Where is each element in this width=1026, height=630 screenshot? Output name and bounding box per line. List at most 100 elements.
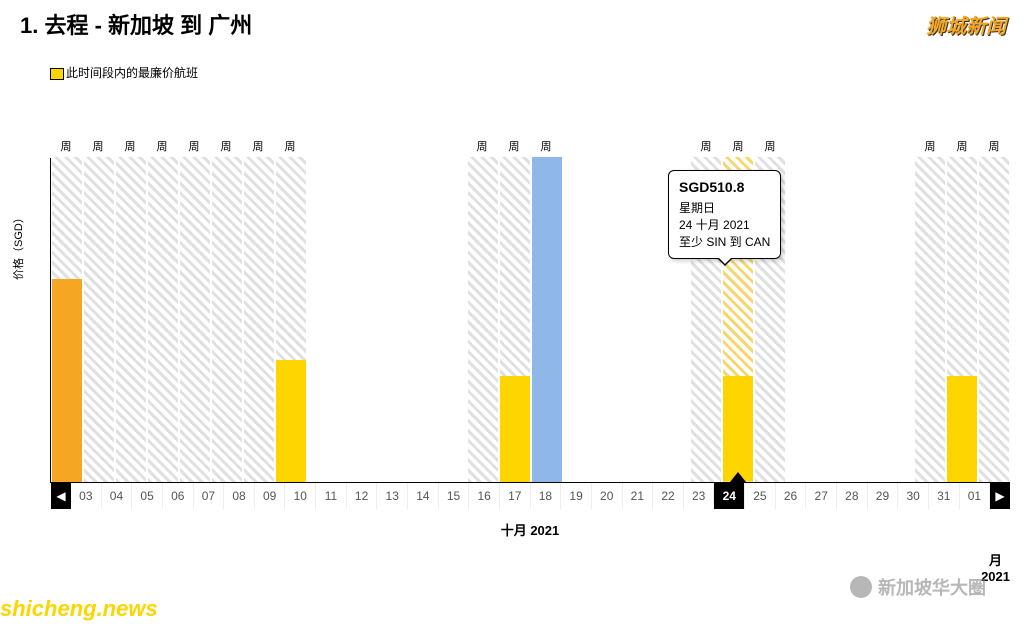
watermark-bottom-left: shicheng.news [0,596,158,622]
weekday-label: 周 [722,138,754,154]
bar-slot[interactable] [818,158,850,482]
date-cell[interactable]: 11 [316,483,347,509]
date-cell[interactable]: 08 [224,483,255,509]
bar-slot[interactable] [179,158,211,482]
date-cell[interactable]: 03 [71,483,102,509]
tooltip-route: 至少 SIN 到 CAN [679,233,770,250]
bar-slot[interactable] [467,158,499,482]
date-cell[interactable]: 01 [960,483,991,509]
bar-slot[interactable] [307,158,339,482]
plot-area: ◀ 03040506070809101112131415161718192021… [50,158,1010,483]
bar-slot[interactable] [371,158,403,482]
weekday-label [882,138,914,154]
bar-slot[interactable] [946,158,978,482]
x-axis-month-label: 十月 2021 [50,520,1010,539]
bar-slot[interactable] [499,158,531,482]
page-title: 1. 去程 - 新加坡 到 广州 [20,8,252,40]
price-chart: 周周周周周周周周周周周周周周周周周 ◀ 03040506070809101112… [50,130,1010,510]
date-cell[interactable]: 27 [806,483,837,509]
weekday-label [786,138,818,154]
bar-slot[interactable] [850,158,882,482]
weekday-label [626,138,658,154]
bar-slot[interactable] [435,158,467,482]
date-cell[interactable]: 25 [745,483,776,509]
weekday-label: 周 [530,138,562,154]
date-cell[interactable]: 14 [408,483,439,509]
bar-slot[interactable] [243,158,275,482]
date-cell[interactable]: 17 [500,483,531,509]
date-strip: ◀ 03040506070809101112131415161718192021… [51,483,1010,509]
date-cell[interactable]: 10 [285,483,316,509]
date-cell[interactable]: 20 [592,483,623,509]
bar-slot[interactable] [531,158,563,482]
date-cell[interactable]: 30 [898,483,929,509]
weekday-label: 周 [114,138,146,154]
bar-slot[interactable] [978,158,1010,482]
bar-slot[interactable] [594,158,626,482]
bar-slot[interactable] [339,158,371,482]
tooltip-price: SGD510.8 [679,179,770,195]
bar-slot[interactable] [403,158,435,482]
date-cell[interactable]: 22 [653,483,684,509]
weekday-label: 周 [50,138,82,154]
price-bar[interactable] [180,157,210,482]
date-cell[interactable]: 16 [469,483,500,509]
weekday-label: 周 [690,138,722,154]
bar-slot[interactable] [115,158,147,482]
date-cell[interactable]: 29 [868,483,899,509]
date-cell[interactable]: 31 [929,483,960,509]
bar-slot[interactable] [51,158,83,482]
price-bar[interactable] [244,157,274,482]
bar-slot[interactable] [786,158,818,482]
bar-slot[interactable] [211,158,243,482]
price-bar[interactable] [212,157,242,482]
date-cell[interactable]: 15 [439,483,470,509]
date-cell[interactable]: 18 [531,483,562,509]
date-cell[interactable]: 06 [163,483,194,509]
next-arrow[interactable]: ▶ [990,483,1010,509]
bars-container [51,158,1010,482]
weekday-label: 周 [914,138,946,154]
price-bar[interactable] [148,157,178,482]
weekday-label [338,138,370,154]
weekday-label: 周 [946,138,978,154]
date-cell[interactable]: 09 [255,483,286,509]
prev-arrow[interactable]: ◀ [51,483,71,509]
date-cell[interactable]: 19 [561,483,592,509]
weekday-label [306,138,338,154]
date-cell[interactable]: 21 [623,483,654,509]
date-cell[interactable]: 13 [377,483,408,509]
date-cell[interactable]: 24 [714,483,745,509]
date-cell[interactable]: 05 [132,483,163,509]
bar-slot[interactable] [563,158,595,482]
bar-slot[interactable] [83,158,115,482]
bar-slot[interactable] [147,158,179,482]
weekday-label: 周 [242,138,274,154]
date-cell[interactable]: 12 [347,483,378,509]
weekday-label: 周 [82,138,114,154]
price-bar[interactable] [915,157,945,482]
price-bar[interactable] [116,157,146,482]
date-cell[interactable]: 07 [194,483,225,509]
bar-slot[interactable] [275,158,307,482]
watermark-bottom-right: 新加坡华大圈 [850,574,986,600]
wechat-icon [850,576,872,598]
weekday-label [434,138,466,154]
weekday-label [594,138,626,154]
date-cell[interactable]: 26 [776,483,807,509]
bar-slot[interactable] [914,158,946,482]
date-cell[interactable]: 23 [684,483,715,509]
dates-container: 0304050607080910111213141516171819202122… [71,483,990,509]
header: 1. 去程 - 新加坡 到 广州 狮城新闻 [0,0,1026,44]
weekday-label [370,138,402,154]
date-cell[interactable]: 04 [102,483,133,509]
bar-slot[interactable] [626,158,658,482]
weekday-label [402,138,434,154]
price-bar[interactable] [84,157,114,482]
price-bar[interactable] [979,157,1009,482]
bar-slot[interactable] [882,158,914,482]
y-axis-label: 价格（SGD） [10,212,26,280]
price-bar[interactable] [468,157,498,482]
legend: 此时间段内的最廉价航班 [0,44,1026,91]
date-cell[interactable]: 28 [837,483,868,509]
